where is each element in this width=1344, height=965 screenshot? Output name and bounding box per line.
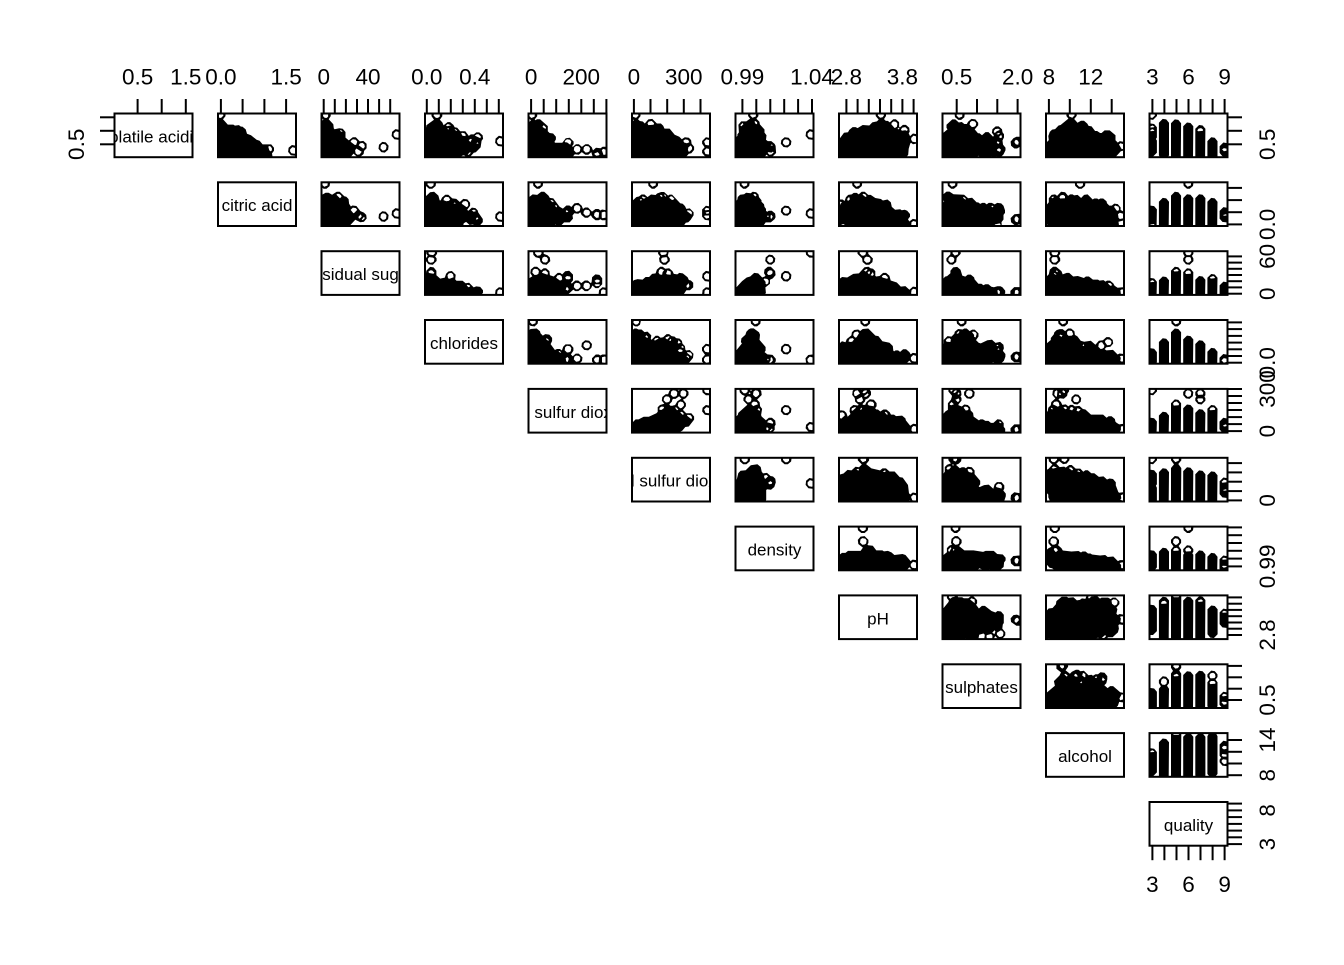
svg-text:8: 8 — [1043, 65, 1056, 90]
svg-text:3: 3 — [1146, 65, 1159, 90]
svg-text:0: 0 — [525, 65, 538, 90]
svg-text:0.0: 0.0 — [205, 65, 236, 90]
svg-text:0.99: 0.99 — [721, 65, 765, 90]
svg-text:0.5: 0.5 — [64, 129, 89, 160]
svg-text:1.5: 1.5 — [170, 65, 201, 90]
svg-text:60: 60 — [1255, 244, 1280, 269]
svg-text:3.8: 3.8 — [887, 65, 918, 90]
svg-text:quality: quality — [1164, 816, 1214, 835]
svg-text:1.04: 1.04 — [790, 65, 834, 90]
svg-text:8: 8 — [1255, 769, 1280, 782]
svg-text:0.5: 0.5 — [941, 65, 972, 90]
svg-text:2.0: 2.0 — [1002, 65, 1033, 90]
svg-text:alcohol: alcohol — [1058, 747, 1112, 766]
svg-text:0: 0 — [1255, 287, 1280, 300]
svg-text:2.8: 2.8 — [831, 65, 862, 90]
svg-text:density: density — [748, 541, 802, 560]
svg-text:9: 9 — [1218, 872, 1231, 897]
svg-text:free sulfur dioxide: free sulfur dioxide — [500, 403, 634, 422]
svg-text:40: 40 — [355, 65, 380, 90]
svg-text:3: 3 — [1146, 872, 1159, 897]
svg-text:9: 9 — [1218, 65, 1231, 90]
svg-text:0.5: 0.5 — [122, 65, 153, 90]
svg-text:1.5: 1.5 — [270, 65, 301, 90]
svg-text:0.5: 0.5 — [1255, 129, 1280, 160]
svg-text:12: 12 — [1078, 65, 1103, 90]
svg-text:volatile acidity: volatile acidity — [101, 127, 207, 146]
svg-text:0.0: 0.0 — [1255, 347, 1280, 378]
svg-text:0: 0 — [1255, 494, 1280, 507]
svg-text:sulphates: sulphates — [945, 678, 1018, 697]
svg-text:300: 300 — [1255, 370, 1280, 408]
svg-text:0.5: 0.5 — [1255, 684, 1280, 715]
svg-text:2.8: 2.8 — [1255, 619, 1280, 650]
svg-text:6: 6 — [1182, 872, 1195, 897]
svg-text:0.0: 0.0 — [411, 65, 442, 90]
svg-text:total sulfur dioxide: total sulfur dioxide — [602, 472, 739, 491]
svg-text:residual sugar: residual sugar — [307, 265, 414, 284]
svg-text:3: 3 — [1255, 838, 1280, 851]
svg-text:0.4: 0.4 — [459, 65, 490, 90]
svg-text:0.0: 0.0 — [1255, 209, 1280, 240]
svg-text:pH: pH — [867, 609, 889, 628]
svg-text:citric acid: citric acid — [222, 196, 293, 215]
svg-text:0.99: 0.99 — [1255, 545, 1280, 589]
svg-text:14: 14 — [1255, 727, 1280, 752]
svg-text:300: 300 — [665, 65, 703, 90]
svg-text:0: 0 — [317, 65, 330, 90]
svg-text:6: 6 — [1182, 65, 1195, 90]
svg-text:0: 0 — [1255, 425, 1280, 438]
svg-text:chlorides: chlorides — [430, 334, 498, 353]
svg-text:8: 8 — [1255, 804, 1280, 817]
svg-text:200: 200 — [563, 65, 601, 90]
svg-text:0: 0 — [628, 65, 641, 90]
